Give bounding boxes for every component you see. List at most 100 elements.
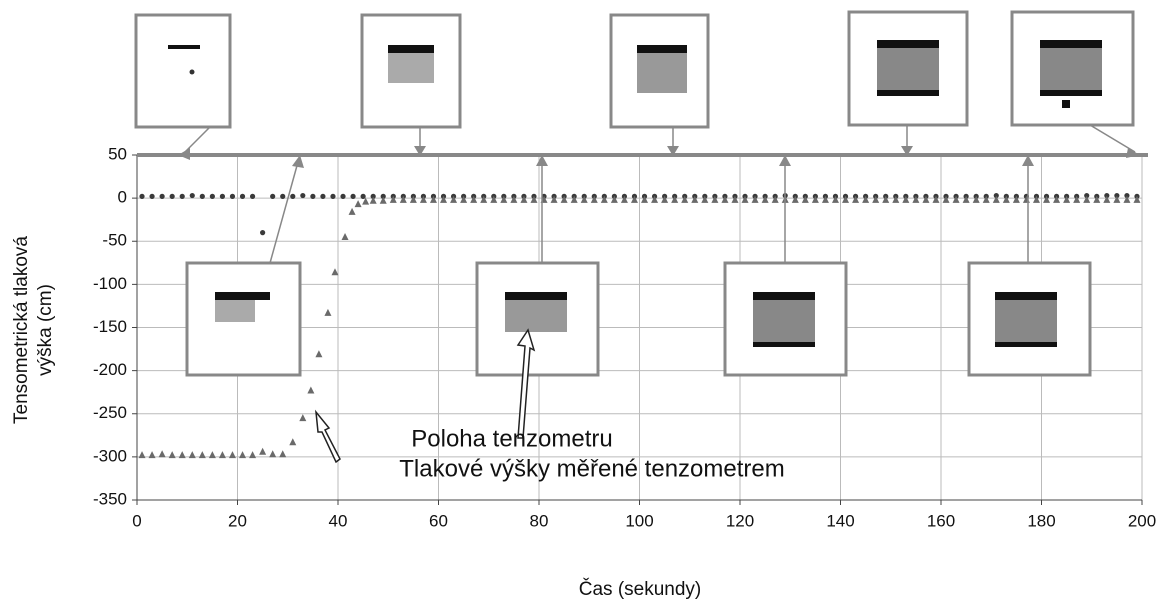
data-point <box>419 195 427 203</box>
data-point <box>270 193 276 199</box>
data-point <box>179 193 185 199</box>
data-point <box>259 447 267 455</box>
data-point <box>188 451 196 459</box>
data-point <box>290 193 296 199</box>
data-point <box>1063 195 1071 203</box>
y-axis-label: výška (cm) <box>35 284 56 376</box>
data-point <box>429 195 437 203</box>
data-point <box>239 193 246 199</box>
data-point <box>348 207 356 215</box>
data-point <box>362 197 370 205</box>
data-point <box>741 195 749 203</box>
thumb-detail <box>753 300 815 342</box>
data-point <box>992 195 1000 203</box>
data-point <box>389 195 397 203</box>
thumb-detail <box>388 53 434 83</box>
data-point <box>962 195 970 203</box>
data-point <box>530 195 538 203</box>
y-tick-label: -100 <box>93 274 127 293</box>
plot: 50 0 -50 -100 -150 -200 -250 -300 -350 0 20 40 60 80 1… <box>93 144 1156 530</box>
data-point <box>460 195 468 203</box>
data-point <box>751 195 759 203</box>
data-point <box>852 195 860 203</box>
arrow-head <box>779 155 791 166</box>
data-point <box>228 451 236 459</box>
data-point <box>580 195 588 203</box>
data-point <box>1123 195 1131 203</box>
thumb-detail <box>637 53 687 93</box>
data-point <box>1002 195 1010 203</box>
data-point <box>922 195 930 203</box>
data-point <box>1043 195 1051 203</box>
y-tick-label: -300 <box>93 446 127 465</box>
data-point <box>801 195 809 203</box>
data-point <box>1073 195 1081 203</box>
data-point <box>761 195 769 203</box>
data-point <box>1053 195 1061 203</box>
pointer <box>1089 124 1136 153</box>
x-tick-label: 60 <box>429 511 448 530</box>
thumb-detail <box>995 342 1057 347</box>
data-point <box>490 195 498 203</box>
data-point <box>691 195 699 203</box>
x-tick-label: 160 <box>927 511 955 530</box>
data-point <box>811 195 819 203</box>
arrow-head <box>536 155 548 166</box>
data-point <box>590 195 598 203</box>
data-point <box>148 451 156 459</box>
data-point <box>641 195 649 203</box>
data-point <box>620 195 628 203</box>
thumb-detail <box>637 45 687 53</box>
data-point <box>882 195 890 203</box>
data-point <box>178 451 186 459</box>
data-point <box>269 450 277 458</box>
data-point <box>982 195 990 203</box>
data-point <box>711 195 719 203</box>
data-point <box>1114 192 1120 199</box>
data-point <box>189 192 195 199</box>
x-tick-label: 20 <box>228 511 247 530</box>
data-point <box>360 193 366 199</box>
data-point <box>1103 195 1111 203</box>
arrow-head <box>667 146 679 156</box>
data-point <box>671 195 679 203</box>
data-point <box>350 193 356 199</box>
y-tick-label: -350 <box>93 489 127 508</box>
data-point <box>731 195 739 203</box>
data-point <box>912 195 920 203</box>
data-point <box>380 193 386 199</box>
data-point <box>1124 192 1130 199</box>
data-point <box>440 195 448 203</box>
data-point <box>289 438 297 446</box>
data-point <box>1032 195 1040 203</box>
data-point <box>139 193 145 199</box>
data-point <box>771 195 779 203</box>
thumb-detail <box>215 300 255 322</box>
callout-arrow <box>516 328 536 439</box>
x-tick-label: 80 <box>530 511 549 530</box>
data-point <box>409 195 417 203</box>
data-point <box>341 232 349 240</box>
data-point <box>369 196 377 204</box>
data-point <box>892 195 900 203</box>
data-point <box>450 195 458 203</box>
data-point <box>952 195 960 203</box>
data-point <box>480 195 488 203</box>
x-tick-label: 140 <box>826 511 854 530</box>
x-tick-label: 120 <box>726 511 754 530</box>
data-point <box>239 451 247 459</box>
y-tick-label: -200 <box>93 360 127 379</box>
data-point <box>1113 195 1121 203</box>
data-point <box>138 451 146 459</box>
data-point <box>842 195 850 203</box>
data-point <box>470 195 478 203</box>
data-point <box>500 195 508 203</box>
data-point <box>862 195 870 203</box>
data-point <box>249 193 256 199</box>
data-point <box>510 195 518 203</box>
data-point <box>354 200 362 208</box>
data-point <box>169 193 175 199</box>
data-point <box>942 195 950 203</box>
data-point <box>399 195 407 203</box>
